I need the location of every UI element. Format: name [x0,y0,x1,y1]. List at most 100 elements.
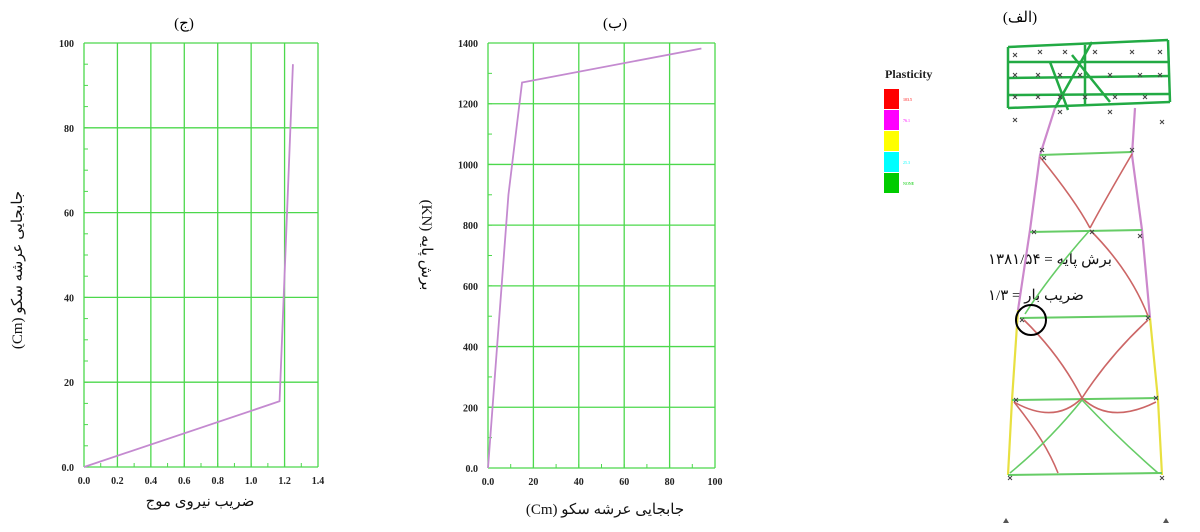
x-tick-label: 0.6 [178,476,191,487]
left-leg-lower [1006,309,1020,476]
grid-c [83,42,319,468]
deck-line [1007,100,1171,110]
hinge-marker [1077,72,1083,78]
jacket-horizontals [1007,151,1163,476]
hinge-marker [1137,72,1143,78]
yielded-brace [1089,153,1133,229]
x-axis-title-b: جابجایی عرشه سکو (Cm) [526,502,684,518]
plasticity-legend: Plasticity 103.5 76.1 25.3 NONE [884,67,932,193]
y-tick-label: 800 [463,221,478,232]
hinge-marker [1145,315,1151,321]
platform-deck [1006,38,1172,111]
yielded-brace [1039,156,1091,229]
hinge-marker [1092,49,1098,55]
chart-shear-vs-displacement: (ب) جابجایی عرشه سکو (Cm) برش پایه (KN) … [418,16,723,518]
horizontal-member [1029,229,1143,233]
x-tick-label: 1.2 [278,476,291,487]
deck-brace [1053,41,1094,109]
hinge-marker [1129,49,1135,55]
elastic-brace [1009,399,1083,474]
x-tick-label: 40 [574,477,584,488]
support-marker [1163,518,1169,523]
hinge-marker [1157,72,1163,78]
platform-structure-panel: (الف) Plasticity 103.5 76.1 25.3 NONE برش پ… [884,10,1172,523]
deck-line [1007,38,1169,49]
yielded-brace [1013,397,1083,414]
legend-swatch [884,131,899,151]
hinge-marker [1041,155,1047,161]
y-tick-label: 0.0 [466,464,479,475]
hinge-marker [1107,72,1113,78]
hinge-marker [1013,397,1019,403]
x-tick-label: 60 [619,477,629,488]
y-tick-label: 100 [59,39,74,50]
hinge-marker [1057,94,1063,100]
legend-value: 103.5 [903,97,912,102]
y-tick-label: 0.0 [62,463,75,474]
series-line [487,47,702,469]
yielded-brace [1023,319,1083,399]
x-tick-label: 0.0 [482,477,495,488]
panel-label-b: (ب) [603,16,627,32]
chart-wave-force-vs-displacement: (ج) ضریب نیروی موج جابجایی عرشه سکو (Cm)… [10,16,325,510]
y-tick-label: 1200 [458,100,478,111]
left-leg-upper [1016,107,1057,311]
hinge-marker [1112,94,1118,100]
yielded-brace [1081,319,1149,399]
horizontal-member [1039,151,1133,156]
hinge-marker [1082,94,1088,100]
hinge-marker [1107,109,1113,115]
hinge-marker [1142,94,1148,100]
panel-label-a: (الف) [1003,10,1037,26]
plastic-hinge-markers [1003,49,1169,523]
y-tick-label: 1400 [458,39,478,50]
legend-swatch [884,152,899,172]
series-line [83,64,294,468]
y-tick-label: 40 [64,293,74,304]
y-axis-title-c: جابجایی عرشه سکو (Cm) [10,191,26,349]
hinge-marker [1012,72,1018,78]
base-shear-annotation: برش پایه = ۱۳۸۱/۵۴ [988,252,1112,268]
yielded-brace [1081,397,1157,414]
grid-b [487,42,716,469]
x-tick-label: 80 [665,477,675,488]
legend-items: 103.5 76.1 25.3 NONE [884,89,915,193]
horizontal-member [1007,472,1163,476]
hinge-marker [1035,94,1041,100]
hinge-marker [1159,119,1165,125]
y-axis-title-b: برش پایه (KN) [418,200,434,291]
support-marker [1003,518,1009,523]
y-tick-label: 600 [463,282,478,293]
legend-value: 25.3 [903,160,910,165]
deck-line [1007,92,1171,97]
x-tick-label: 0.0 [78,476,91,487]
hinge-marker [1157,49,1163,55]
horizontal-member [1019,315,1151,319]
deck-line [1166,39,1172,103]
marks-b [487,47,702,469]
y-tick-label: 1000 [458,160,478,171]
x-tick-label: 100 [708,477,723,488]
y-tick-label: 400 [463,343,478,354]
hinge-marker [1012,94,1018,100]
panel-label-c: (ج) [174,16,194,32]
x-tick-label: 1.0 [245,476,258,487]
hinge-marker [1153,395,1159,401]
marks-c [83,64,294,468]
hinge-marker [1089,229,1095,235]
deck-brace [1071,54,1111,103]
y-tick-label: 60 [64,209,74,220]
horizontal-member [1011,397,1159,401]
right-leg-lower [1148,317,1164,476]
jacket-braces [1009,153,1159,474]
hinge-marker [1012,117,1018,123]
hinge-marker [1035,72,1041,78]
hinge-marker [1012,52,1018,58]
hinge-marker [1007,475,1013,481]
x-tick-label: 0.8 [211,476,224,487]
right-leg-upper [1130,107,1152,319]
x-tick-label: 1.4 [312,476,325,487]
x-tick-label: 20 [528,477,538,488]
yielded-brace [1089,229,1149,317]
hinge-marker [1037,49,1043,55]
